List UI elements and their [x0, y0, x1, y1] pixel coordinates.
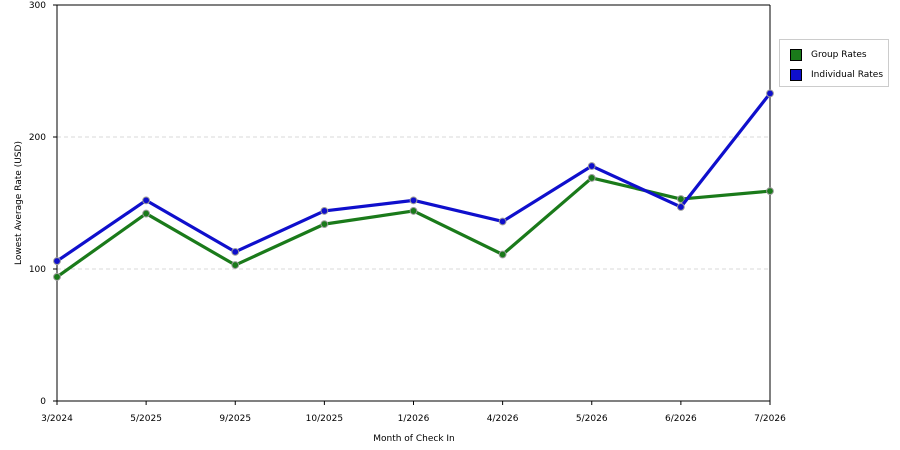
y-ticks: 0 100 200 300: [29, 1, 57, 407]
x-tick-label: 5/2026: [576, 414, 608, 424]
data-point-individual-rates: [409, 196, 418, 205]
x-tick-label: 5/2025: [130, 414, 162, 424]
data-point-group-rates: [409, 207, 418, 215]
legend-swatch-individual-rates: [790, 69, 802, 81]
legend-item-individual-rates: Individual Rates: [790, 68, 883, 82]
data-point-individual-rates: [498, 217, 507, 226]
data-point-individual-rates: [766, 89, 774, 98]
data-point-individual-rates: [676, 203, 685, 211]
data-point-group-rates: [320, 220, 329, 229]
y-tick-label: 300: [29, 1, 46, 11]
data-point-group-rates: [142, 209, 151, 218]
legend-label-individual-rates: Individual Rates: [811, 70, 884, 80]
data-point-individual-rates: [142, 196, 151, 205]
data-point-group-rates: [53, 273, 61, 281]
data-point-group-rates: [231, 261, 240, 269]
legend-swatch-group-rates: [790, 49, 802, 61]
legend: Group Rates Individual Rates: [779, 39, 889, 87]
x-axis-title: Month of Check In: [373, 434, 455, 444]
x-tick-label: 4/2026: [487, 414, 519, 424]
data-point-group-rates: [587, 174, 596, 182]
series-line-individual-rates: [56, 92, 772, 263]
legend-item-group-rates: Group Rates: [790, 48, 867, 62]
x-ticks: 3/2024 5/2025 9/2025 10/2025 1/2026 4/2026 5/2…: [41, 401, 786, 424]
data-point-individual-rates: [320, 207, 329, 215]
y-axis-title: Lowest Average Rate (USD): [14, 141, 24, 265]
y-tick-label: 0: [40, 397, 46, 407]
data-point-individual-rates: [53, 257, 61, 265]
data-point-group-rates: [766, 187, 774, 196]
series-line-group-rates: [56, 176, 771, 279]
data-point-group-rates: [676, 195, 685, 203]
x-tick-label: 7/2026: [754, 414, 786, 424]
x-tick-label: 3/2024: [41, 414, 73, 424]
data-point-individual-rates: [231, 247, 240, 256]
y-tick-label: 100: [29, 265, 46, 275]
x-tick-label: 10/2025: [306, 414, 343, 424]
data-point-group-rates: [498, 250, 507, 259]
x-tick-label: 1/2026: [398, 414, 430, 424]
x-tick-label: 6/2026: [665, 414, 697, 424]
x-tick-label: 9/2025: [219, 414, 251, 424]
legend-label-group-rates: Group Rates: [811, 50, 867, 60]
data-point-individual-rates: [587, 162, 596, 170]
series: [53, 89, 774, 281]
y-tick-label: 200: [29, 133, 46, 143]
